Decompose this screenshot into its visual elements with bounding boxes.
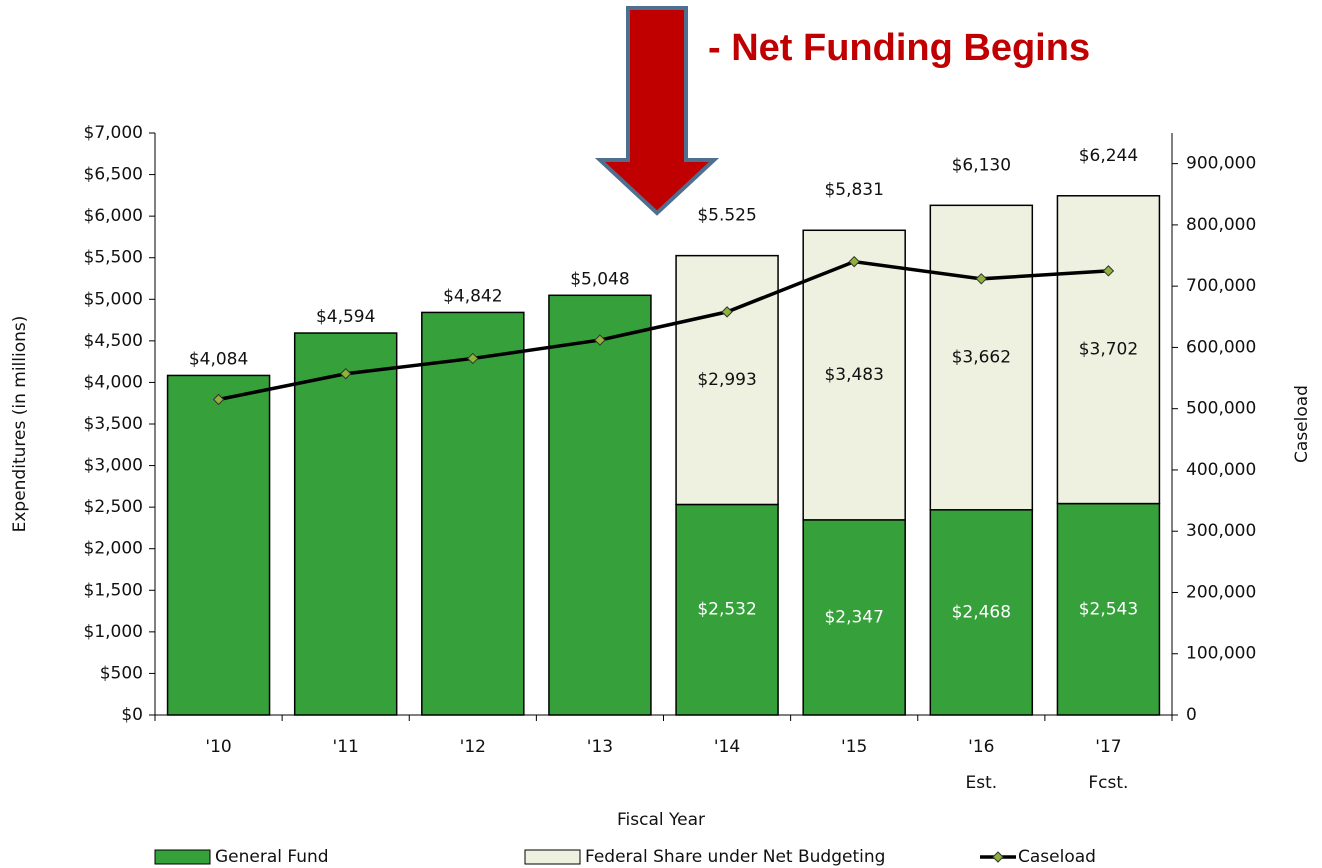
value-label: $2,532 [697, 600, 756, 620]
line-marker [721, 306, 733, 318]
y-tick-label: $6,000 [84, 206, 143, 226]
legend-label: Federal Share under Net Budgeting [585, 847, 885, 867]
value-label: $2,543 [1079, 599, 1138, 619]
y2-tick-label: 500,000 [1186, 399, 1256, 419]
line-marker [212, 393, 225, 406]
y-tick-label: $2,000 [84, 539, 143, 559]
y-tick-label: $6,500 [84, 165, 143, 185]
y-tick-label: $5,500 [84, 248, 143, 268]
bar [802, 229, 906, 521]
legend-swatch [154, 849, 211, 865]
bar [929, 509, 1034, 716]
y-tick-label: $1,500 [84, 580, 143, 600]
value-label: $5,048 [570, 269, 629, 289]
total-label: $6,244 [1079, 146, 1138, 166]
y2-tick-label: 600,000 [1186, 337, 1256, 357]
bar [421, 311, 525, 716]
legend-swatch [524, 849, 581, 865]
x-tick-label: '17 [1095, 737, 1121, 757]
x-tick-label: '12 [460, 737, 486, 757]
annotation: - Net Funding Begins [708, 27, 1090, 69]
value-label: $3,483 [824, 365, 883, 385]
bar [1056, 195, 1161, 505]
total-label: $5.525 [697, 206, 756, 226]
legend-marker [992, 851, 1004, 863]
y2-tick-label: 900,000 [1186, 154, 1256, 174]
x-tick-label: '11 [333, 737, 359, 757]
line-marker [848, 255, 860, 268]
y-tick-label: $500 [100, 663, 143, 683]
y-tick-label: $1,000 [84, 622, 143, 642]
y2-tick-label: 300,000 [1186, 521, 1256, 541]
line-marker [467, 352, 479, 365]
y-axis-label: Expenditures (in millions) [10, 316, 30, 533]
bar [675, 503, 779, 716]
value-label: $3,662 [952, 348, 1011, 368]
x-tick-label: '10 [205, 737, 231, 757]
y2-tick-label: 700,000 [1186, 276, 1256, 296]
y2-tick-label: 800,000 [1186, 215, 1256, 235]
line-marker [1102, 265, 1115, 277]
bar [929, 204, 1034, 511]
total-label: $5,831 [824, 180, 883, 200]
y-tick-label: $5,000 [84, 289, 143, 309]
x-tick-label: '16 [968, 737, 994, 757]
line-marker [975, 273, 988, 285]
y2-tick-label: 200,000 [1186, 582, 1256, 602]
y2-tick-label: 0 [1186, 705, 1197, 725]
arrow [594, 6, 720, 216]
caseload-line [218, 259, 1109, 402]
y-tick-label: $2,500 [84, 497, 143, 517]
y2-tick-label: 100,000 [1186, 644, 1256, 664]
bar [166, 374, 271, 716]
bar [293, 332, 398, 716]
x-tick-label: '15 [841, 737, 867, 757]
line-marker [339, 368, 352, 380]
y2-axis-label: Caseload [1292, 385, 1312, 463]
legend-label: General Fund [215, 847, 329, 867]
y2-tick-label: 400,000 [1186, 460, 1256, 480]
value-label: $4,842 [443, 286, 502, 306]
y-tick-label: $3,500 [84, 414, 143, 434]
y-tick-label: $3,000 [84, 456, 143, 476]
y-tick-label: $4,000 [84, 372, 143, 392]
x-tick-sublabel: Fcst. [1088, 773, 1128, 793]
value-label: $2,993 [697, 370, 756, 390]
value-label: $4,084 [189, 349, 248, 369]
value-label: $3,702 [1079, 340, 1138, 360]
x-tick-label: '14 [714, 737, 740, 757]
value-label: $4,594 [316, 307, 375, 327]
y-tick-label: $4,500 [84, 331, 143, 351]
y-tick-label: $7,000 [84, 123, 143, 143]
x-tick-sublabel: Est. [965, 773, 997, 793]
bar [1056, 502, 1161, 716]
x-axis-label: Fiscal Year [617, 810, 705, 830]
total-label: $6,130 [952, 155, 1011, 175]
value-label: $2,468 [952, 602, 1011, 622]
bar [802, 519, 906, 716]
x-tick-label: '13 [587, 737, 613, 757]
line-marker [594, 334, 606, 346]
bar [548, 294, 652, 716]
legend-label: Caseload [1018, 847, 1096, 867]
value-label: $2,347 [824, 607, 883, 627]
y-tick-label: $0 [121, 705, 143, 725]
